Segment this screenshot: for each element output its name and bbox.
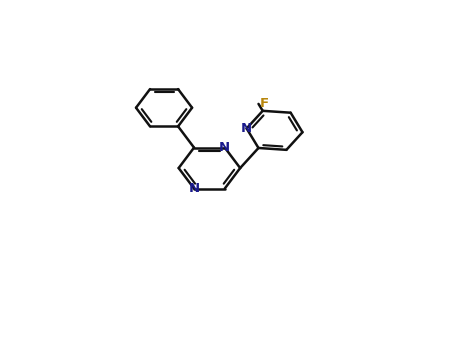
Text: N: N (241, 122, 252, 135)
Text: F: F (260, 97, 269, 110)
Text: N: N (219, 141, 230, 154)
Text: N: N (188, 182, 200, 195)
